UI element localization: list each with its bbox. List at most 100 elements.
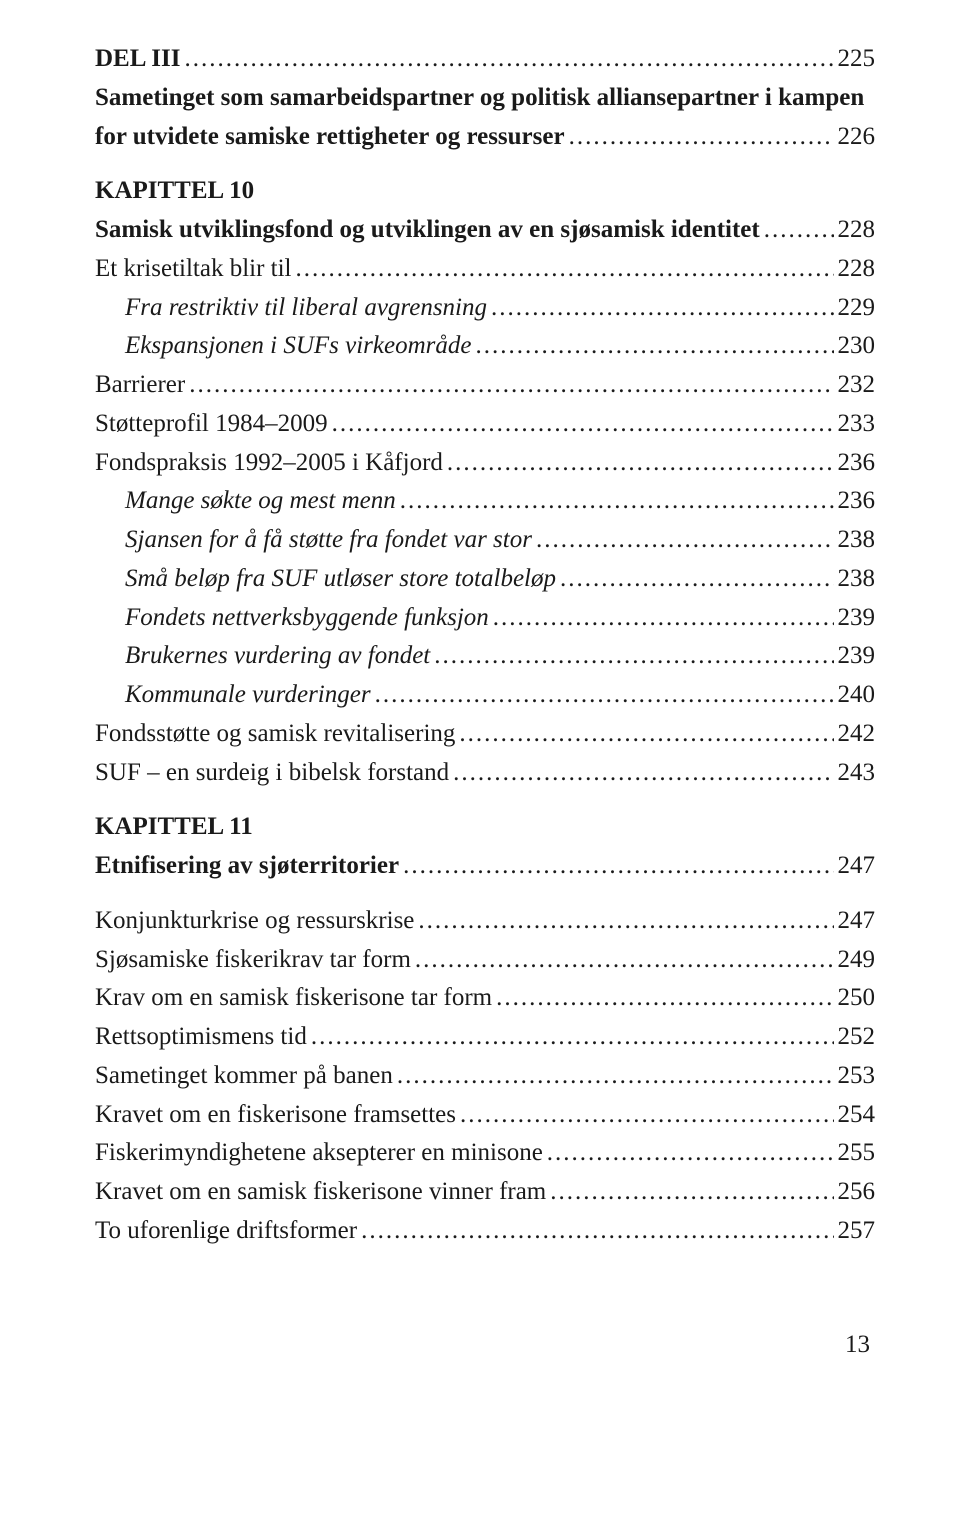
toc-entry: Mange søkte og mest menn 236: [95, 482, 875, 521]
toc-entry: Ekspansjonen i SUFs virkeområde 230: [95, 327, 875, 366]
toc-entry-page: 229: [838, 289, 876, 328]
toc-entry-label: Sjansen for å få støtte fra fondet var s…: [125, 521, 532, 560]
toc-entry-page: 225: [838, 40, 876, 79]
toc-entry-page: 249: [838, 941, 876, 980]
toc-entry-label: Rettsoptimismens tid: [95, 1018, 307, 1057]
toc-entry: Konjunkturkrise og ressurskrise 247: [95, 902, 875, 941]
leader-dots: [332, 405, 834, 444]
toc-entry-page: 236: [838, 444, 876, 483]
toc-entry-multiline: Sametinget som samarbeidspartner og poli…: [95, 79, 875, 157]
toc-entry-page: 252: [838, 1018, 876, 1057]
leader-dots: [361, 1212, 833, 1251]
toc-entry-label: Kravet om en samisk fiskerisone vinner f…: [95, 1173, 546, 1212]
leader-dots: [496, 979, 833, 1018]
toc-entry-page: 228: [838, 250, 876, 289]
toc-entry: Støtteprofil 1984–2009 233: [95, 405, 875, 444]
toc-entry: SUF – en surdeig i bibelsk forstand243: [95, 754, 875, 793]
toc-entry: Brukernes vurdering av fondet 239: [95, 637, 875, 676]
toc-entry-page: 236: [838, 482, 876, 521]
toc-entry-page: 238: [838, 521, 876, 560]
toc-entry-label: Sjøsamiske fiskerikrav tar form: [95, 941, 411, 980]
leader-dots: [447, 444, 834, 483]
toc-entry: Rettsoptimismens tid 252: [95, 1018, 875, 1057]
toc-entry: Fondspraksis 1992–2005 i Kåfjord 236: [95, 444, 875, 483]
toc-entry: Samisk utviklingsfond og utviklingen av …: [95, 211, 875, 250]
toc-entry-label: Krav om en samisk fiskerisone tar form: [95, 979, 492, 1018]
toc-entry-label: Brukernes vurdering av fondet: [125, 637, 430, 676]
leader-dots: [460, 1096, 834, 1135]
leader-dots: [536, 521, 834, 560]
toc-entry-label: Støtteprofil 1984–2009: [95, 405, 328, 444]
chapter-heading: KAPITTEL 11: [95, 808, 875, 847]
toc-entry-label: Ekspansjonen i SUFs virkeområde: [125, 327, 471, 366]
toc-entry: Fra restriktiv til liberal avgrensning 22…: [95, 289, 875, 328]
leader-dots: [397, 1057, 834, 1096]
leader-dots: [764, 211, 834, 250]
toc-entry: Sjansen for å få støtte fra fondet var s…: [95, 521, 875, 560]
toc-entry-label: SUF – en surdeig i bibelsk forstand: [95, 754, 449, 793]
toc-entry-page: 247: [838, 902, 876, 941]
toc-entry: Barrierer232: [95, 366, 875, 405]
toc-entry: Fiskerimyndighetene aksepterer en miniso…: [95, 1134, 875, 1173]
toc-entry-page: 242: [838, 715, 876, 754]
spacer: [95, 886, 875, 902]
toc-entry-label: Samisk utviklingsfond og utviklingen av …: [95, 211, 760, 250]
toc-entry: Kravet om en fiskerisone framsettes 254: [95, 1096, 875, 1135]
toc-entry: Fondsstøtte og samisk revitalisering 242: [95, 715, 875, 754]
toc-entry-label: Kravet om en fiskerisone framsettes: [95, 1096, 456, 1135]
toc-entry-page: 226: [838, 118, 876, 157]
leader-dots: [459, 715, 833, 754]
toc-entry-page: 256: [838, 1173, 876, 1212]
toc-entry-label: Fondsstøtte og samisk revitalisering: [95, 715, 455, 754]
toc-entry: Krav om en samisk fiskerisone tar form 25…: [95, 979, 875, 1018]
toc-entry-label: Fra restriktiv til liberal avgrensning: [125, 289, 487, 328]
toc-page: DEL III225Sametinget som samarbeidspartn…: [0, 0, 960, 1399]
toc-entry-label: Fondets nettverksbyggende funksjon: [125, 599, 489, 638]
toc-entry-label: Fiskerimyndighetene aksepterer en miniso…: [95, 1134, 543, 1173]
toc-entry-page: 232: [838, 366, 876, 405]
leader-dots: [189, 366, 833, 405]
leader-dots: [403, 847, 833, 886]
toc-entry: DEL III225: [95, 40, 875, 79]
toc-entry: To uforenlige driftsformer 257: [95, 1212, 875, 1251]
toc-entry-label: Konjunkturkrise og ressurskrise: [95, 902, 414, 941]
leader-dots: [184, 40, 833, 79]
leader-dots: [569, 118, 834, 157]
toc-entry-page: 253: [838, 1057, 876, 1096]
toc-entry-page: 240: [838, 676, 876, 715]
leader-dots: [491, 289, 834, 328]
toc-entry-label: Sametinget som samarbeidspartner og poli…: [95, 79, 875, 118]
toc-entry-page: 230: [838, 327, 876, 366]
toc-entry-page: 239: [838, 637, 876, 676]
toc-entry-page: 233: [838, 405, 876, 444]
toc-entry-page: 257: [838, 1212, 876, 1251]
toc-entry-page: 228: [838, 211, 876, 250]
toc-entry-label: for utvidete samiske rettigheter og ress…: [95, 118, 565, 157]
leader-dots: [415, 941, 834, 980]
toc-entry-label: Et krisetiltak blir til: [95, 250, 292, 289]
toc-entry-label: Mange søkte og mest menn: [125, 482, 396, 521]
toc-entry-page: 250: [838, 979, 876, 1018]
leader-dots: [375, 676, 834, 715]
toc-entry-page: 238: [838, 560, 876, 599]
toc-entry-label: Fondspraksis 1992–2005 i Kåfjord: [95, 444, 443, 483]
toc-entry-page: 239: [838, 599, 876, 638]
toc-entry: Små beløp fra SUF utløser store totalbel…: [95, 560, 875, 599]
spacer: [95, 792, 875, 808]
toc-entry: Etnifisering av sjøterritorier247: [95, 847, 875, 886]
leader-dots: [311, 1018, 834, 1057]
leader-dots: [418, 902, 833, 941]
toc-entry: Sametinget kommer på banen 253: [95, 1057, 875, 1096]
leader-dots: [400, 482, 834, 521]
toc-entry-page: 255: [838, 1134, 876, 1173]
toc-entry-label: Små beløp fra SUF utløser store totalbel…: [125, 560, 556, 599]
toc-entry-page: 254: [838, 1096, 876, 1135]
spacer: [95, 156, 875, 172]
toc-entry-page: 247: [838, 847, 876, 886]
leader-dots: [296, 250, 834, 289]
toc-entry-label: To uforenlige driftsformer: [95, 1212, 357, 1251]
chapter-heading: KAPITTEL 10: [95, 172, 875, 211]
toc-entry-label: Sametinget kommer på banen: [95, 1057, 393, 1096]
toc-entry-label: Kommunale vurderinger: [125, 676, 371, 715]
toc-entry: Kommunale vurderinger 240: [95, 676, 875, 715]
